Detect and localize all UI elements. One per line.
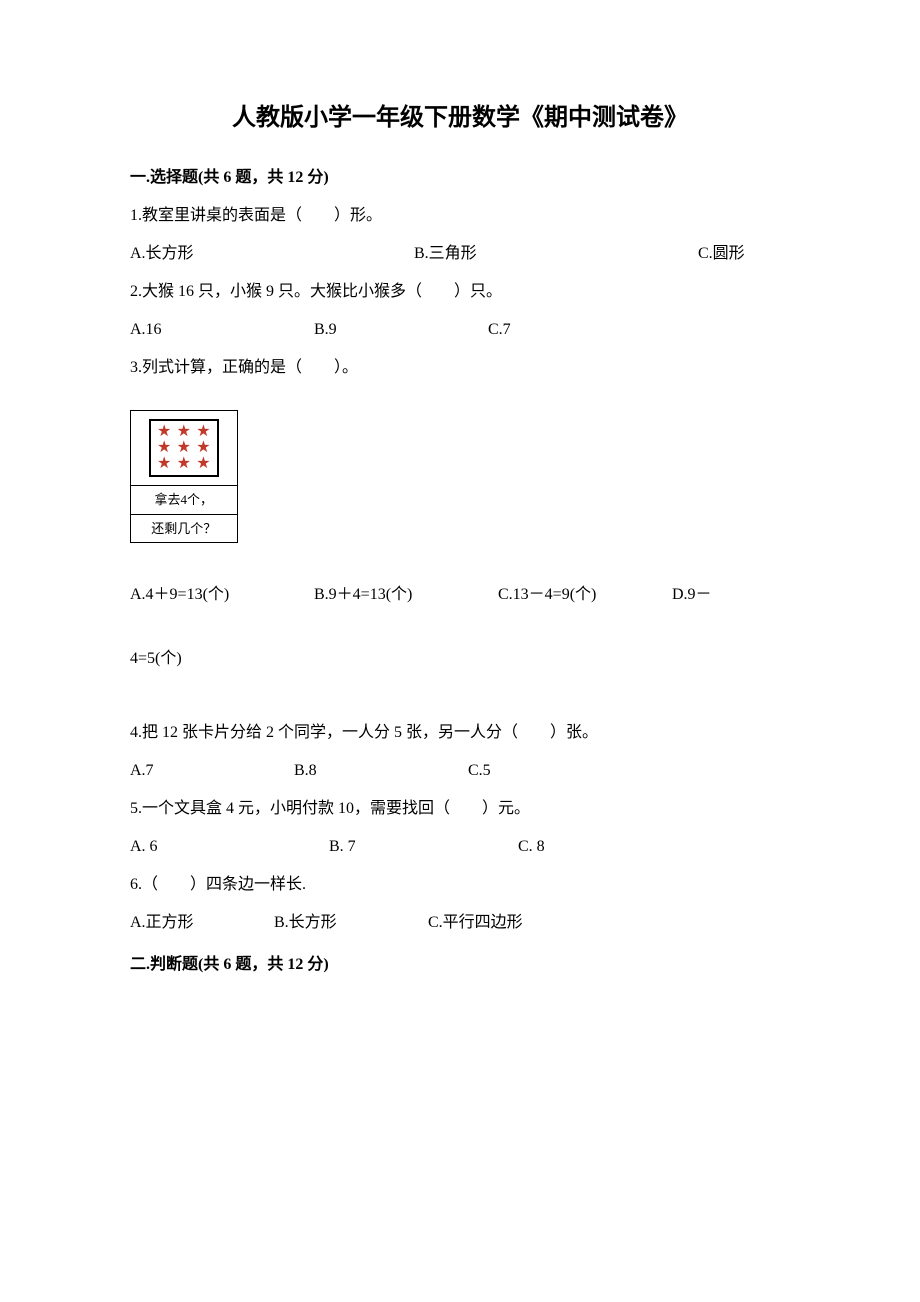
- q2-text: 2.大猴 16 只，小猴 9 只。大猴比小猴多（ ）只。: [130, 280, 790, 304]
- q2-options: A.16 B.9 C.7: [130, 318, 790, 342]
- q6-opt-a: A.正方形: [130, 911, 270, 935]
- star-icon: ★: [177, 424, 191, 440]
- q1-opt-c: C.圆形: [698, 242, 745, 266]
- q3-opt-c: C.13－4=9(个): [498, 583, 668, 607]
- q3-opt-a: A.4＋9=13(个): [130, 583, 310, 607]
- q6-text: 6.（ ）四条边一样长.: [130, 873, 790, 897]
- q3-box-line2: 还剩几个？: [131, 514, 238, 543]
- q2-opt-b: B.9: [314, 318, 484, 342]
- q2-opt-c: C.7: [488, 318, 511, 342]
- q5-opt-a: A. 6: [130, 835, 325, 859]
- q3-opt-b: B.9＋4=13(个): [314, 583, 494, 607]
- q4-opt-c: C.5: [468, 759, 491, 783]
- star-icon: ★: [177, 440, 191, 456]
- star-icon: ★: [196, 440, 210, 456]
- q3-text: 3.列式计算，正确的是（ ）。: [130, 356, 790, 380]
- q2-opt-a: A.16: [130, 318, 310, 342]
- page-title: 人教版小学一年级下册数学《期中测试卷》: [130, 100, 790, 136]
- q3-options: A.4＋9=13(个) B.9＋4=13(个) C.13－4=9(个) D.9－: [130, 583, 790, 607]
- q1-options: A.长方形 B.三角形 C.圆形: [130, 242, 790, 266]
- star-icon: ★: [177, 456, 191, 472]
- q6-opt-c: C.平行四边形: [428, 911, 523, 935]
- q5-opt-c: C. 8: [518, 835, 545, 859]
- q1-opt-b: B.三角形: [414, 242, 694, 266]
- section-2-header: 二.判断题(共 6 题，共 12 分): [130, 953, 790, 977]
- q5-opt-b: B. 7: [329, 835, 514, 859]
- q3-star-grid: ★ ★ ★ ★ ★ ★ ★ ★ ★: [149, 419, 219, 477]
- q3-opt-d: D.9－: [672, 583, 712, 607]
- q3-star-cell: ★ ★ ★ ★ ★ ★ ★ ★ ★: [131, 411, 238, 486]
- q4-text: 4.把 12 张卡片分给 2 个同学，一人分 5 张，另一人分（ ）张。: [130, 721, 790, 745]
- q1-opt-a: A.长方形: [130, 242, 410, 266]
- q5-text: 5.一个文具盒 4 元，小明付款 10，需要找回（ ）元。: [130, 797, 790, 821]
- star-icon: ★: [157, 424, 171, 440]
- q6-opt-b: B.长方形: [274, 911, 424, 935]
- q4-opt-a: A.7: [130, 759, 290, 783]
- star-icon: ★: [196, 424, 210, 440]
- q3-opt-d-cont: 4=5(个): [130, 647, 790, 671]
- q3-figure: ★ ★ ★ ★ ★ ★ ★ ★ ★ 拿去4个， 还剩几个？: [130, 410, 790, 543]
- star-icon: ★: [196, 456, 210, 472]
- star-icon: ★: [157, 440, 171, 456]
- q3-figure-table: ★ ★ ★ ★ ★ ★ ★ ★ ★ 拿去4个， 还剩几个？: [130, 410, 238, 543]
- q4-opt-b: B.8: [294, 759, 464, 783]
- section-1-header: 一.选择题(共 6 题，共 12 分): [130, 166, 790, 190]
- q4-options: A.7 B.8 C.5: [130, 759, 790, 783]
- q5-options: A. 6 B. 7 C. 8: [130, 835, 790, 859]
- q6-options: A.正方形 B.长方形 C.平行四边形: [130, 911, 790, 935]
- star-icon: ★: [157, 456, 171, 472]
- q3-box-line1: 拿去4个，: [131, 486, 238, 515]
- q1-text: 1.教室里讲桌的表面是（ ）形。: [130, 204, 790, 228]
